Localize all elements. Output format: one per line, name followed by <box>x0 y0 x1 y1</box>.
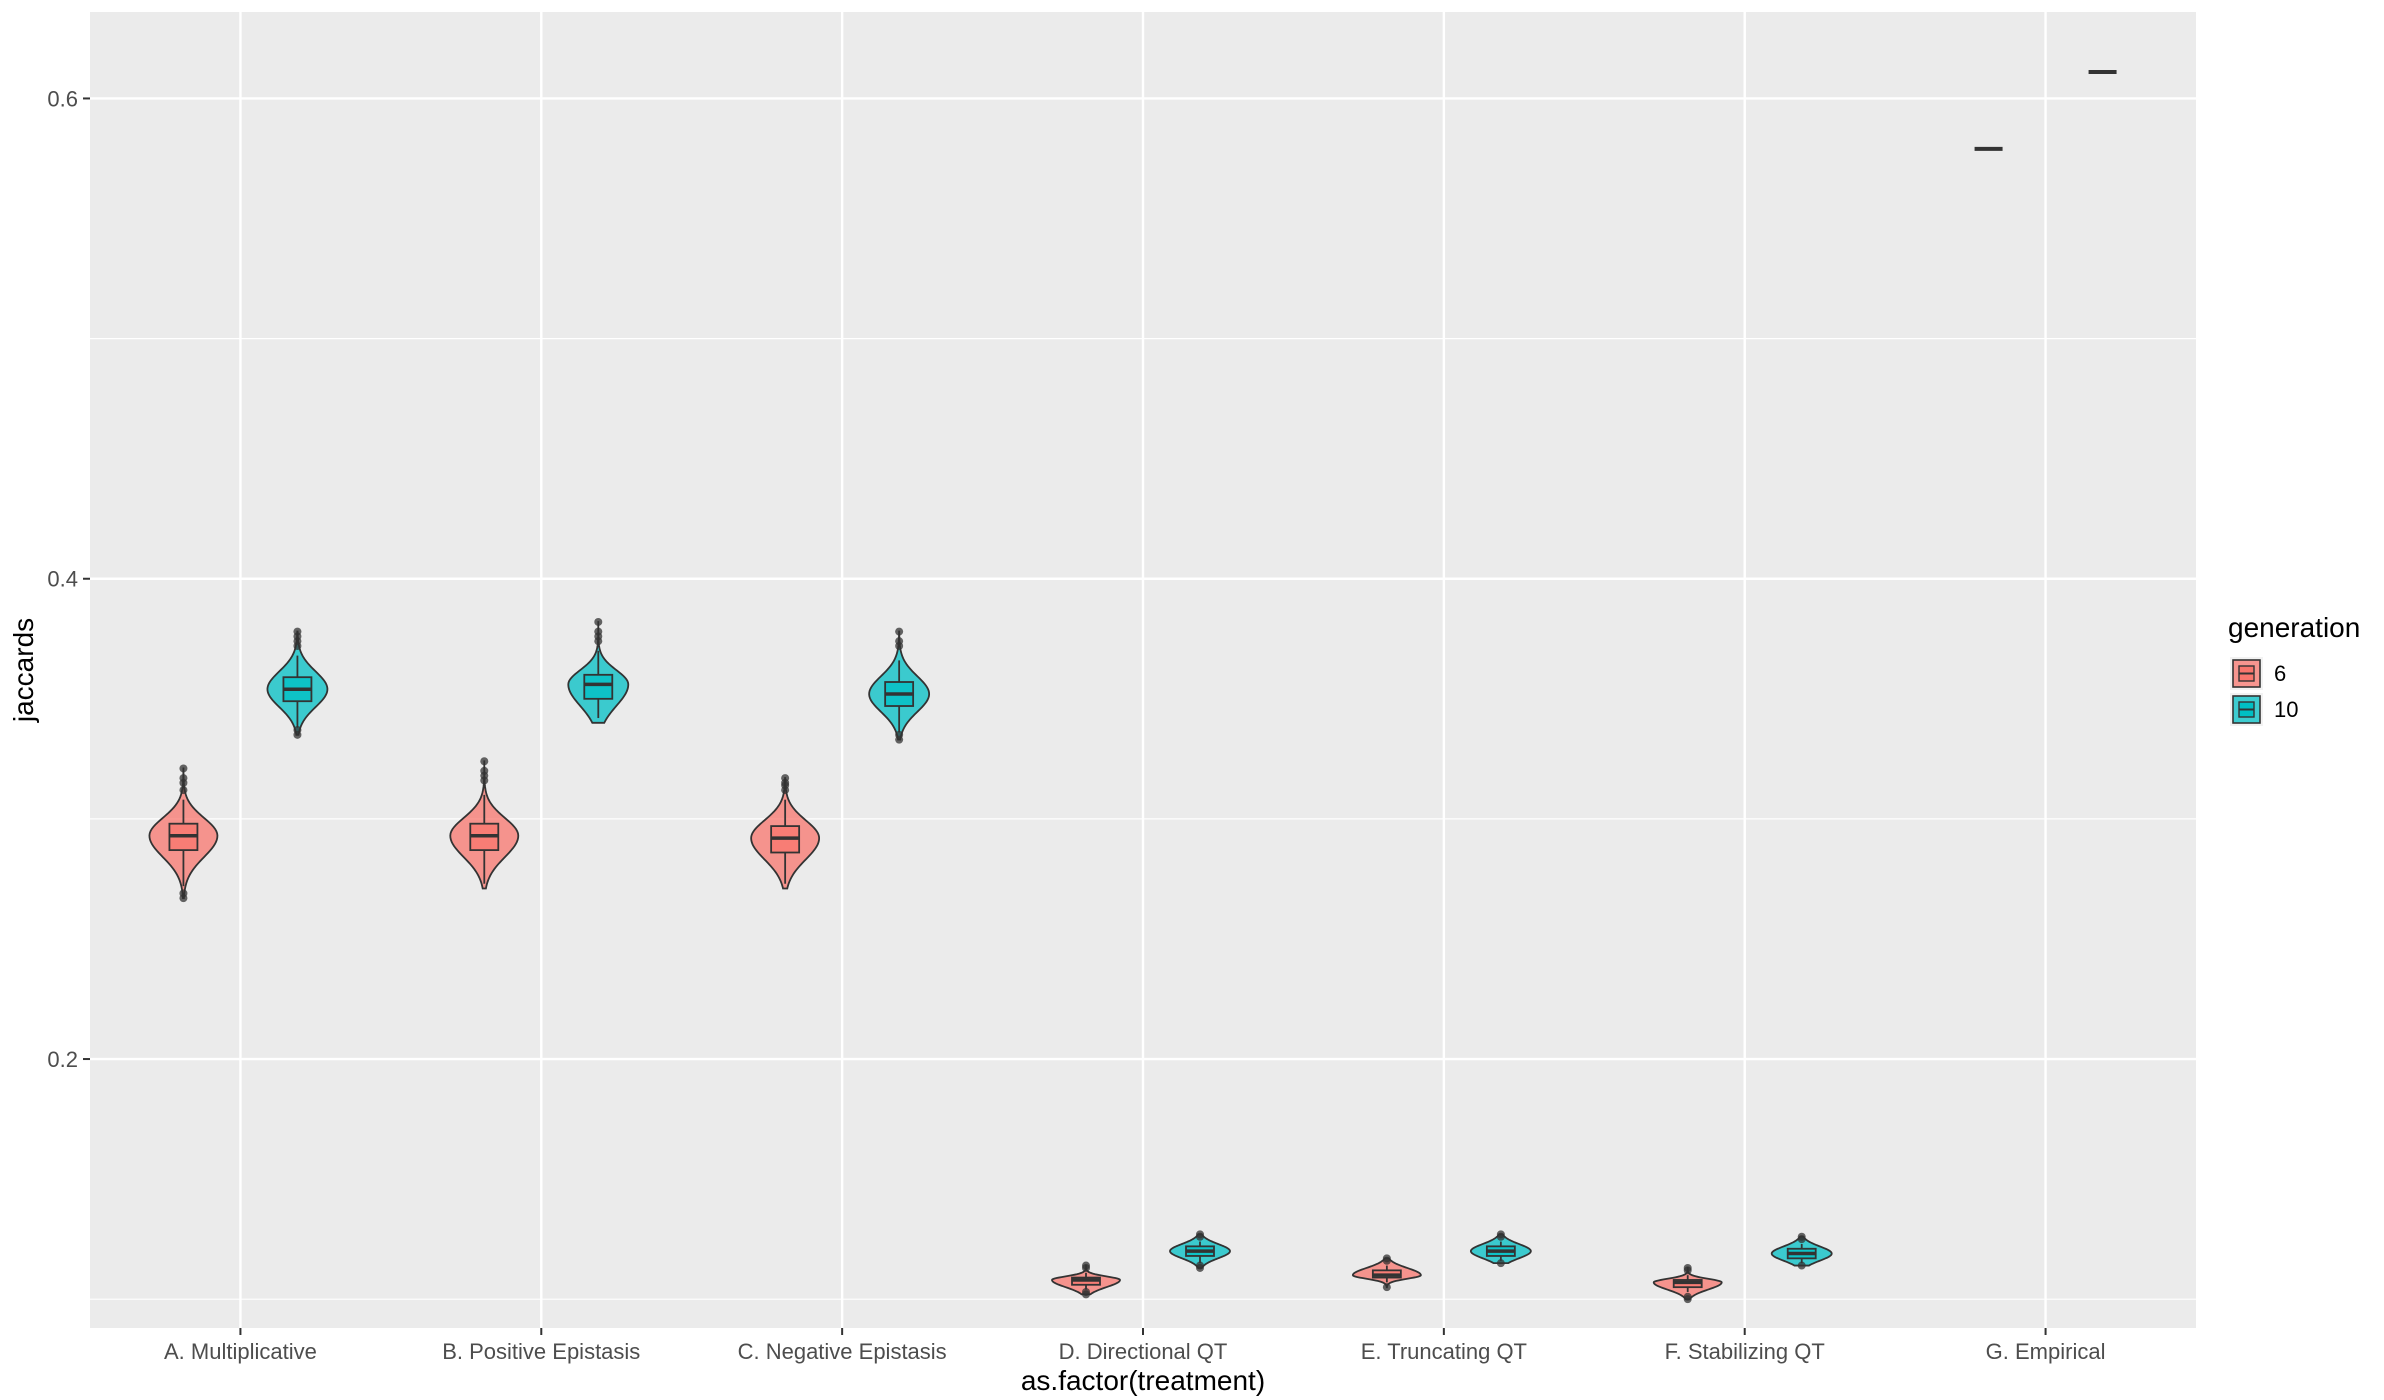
y-axis-title: jaccards <box>8 618 39 723</box>
x-tick-label: A. Multiplicative <box>164 1339 317 1364</box>
outlier-point <box>480 757 489 766</box>
x-tick-label: E. Truncating QT <box>1361 1339 1527 1364</box>
box <box>583 673 614 700</box>
outlier-point <box>1496 1230 1505 1239</box>
outlier-point <box>293 726 302 735</box>
outlier-point <box>179 889 188 898</box>
outlier-point <box>1496 1259 1505 1268</box>
legend-title: generation <box>2228 612 2360 643</box>
x-tick-label: D. Directional QT <box>1059 1339 1228 1364</box>
x-tick-label: F. Stabilizing QT <box>1665 1339 1825 1364</box>
y-tick-label: 0.4 <box>47 567 78 592</box>
outlier-point <box>1382 1254 1391 1263</box>
grid-lines <box>90 12 2196 1328</box>
outlier-point <box>1082 1287 1090 1296</box>
y-tick-label: 0.2 <box>47 1047 78 1072</box>
x-tick-label: C. Negative Epistasis <box>738 1339 947 1364</box>
outlier-point <box>1082 1261 1090 1270</box>
outlier-point <box>293 627 302 636</box>
outlier-point <box>1683 1292 1692 1301</box>
outlier-point <box>480 766 489 775</box>
legend-label: 10 <box>2274 697 2298 722</box>
legend: generation 610 <box>2228 612 2360 726</box>
outlier-point <box>895 730 904 739</box>
x-tick-label: G. Empirical <box>1986 1339 2106 1364</box>
boxplots <box>168 70 2117 1304</box>
outlier-point <box>179 774 188 783</box>
legend-items: 610 <box>2230 657 2298 726</box>
legend-key <box>2232 659 2261 688</box>
outlier-point <box>594 617 603 626</box>
outlier-point <box>1196 1261 1204 1270</box>
x-tick-label: B. Positive Epistasis <box>442 1339 640 1364</box>
axes: 0.2 0.4 0.6 A. Multiplicative B. Positive Ep… <box>47 86 2105 1364</box>
outlier-point <box>895 627 904 636</box>
outlier-point <box>1797 1232 1806 1241</box>
outlier-point <box>1683 1263 1692 1272</box>
outlier-point <box>1382 1283 1391 1292</box>
outlier-point <box>179 786 188 795</box>
y-tick-label: 0.6 <box>47 86 78 111</box>
outlier-point <box>594 627 603 636</box>
x-axis-title: as.factor(treatment) <box>1021 1365 1265 1396</box>
legend-label: 6 <box>2274 661 2286 686</box>
outlier-point <box>895 637 904 646</box>
outlier-point <box>1797 1261 1806 1270</box>
outlier-point <box>1196 1230 1204 1239</box>
outlier-point <box>179 764 188 773</box>
legend-key <box>2232 695 2261 724</box>
outlier-point <box>781 774 790 783</box>
